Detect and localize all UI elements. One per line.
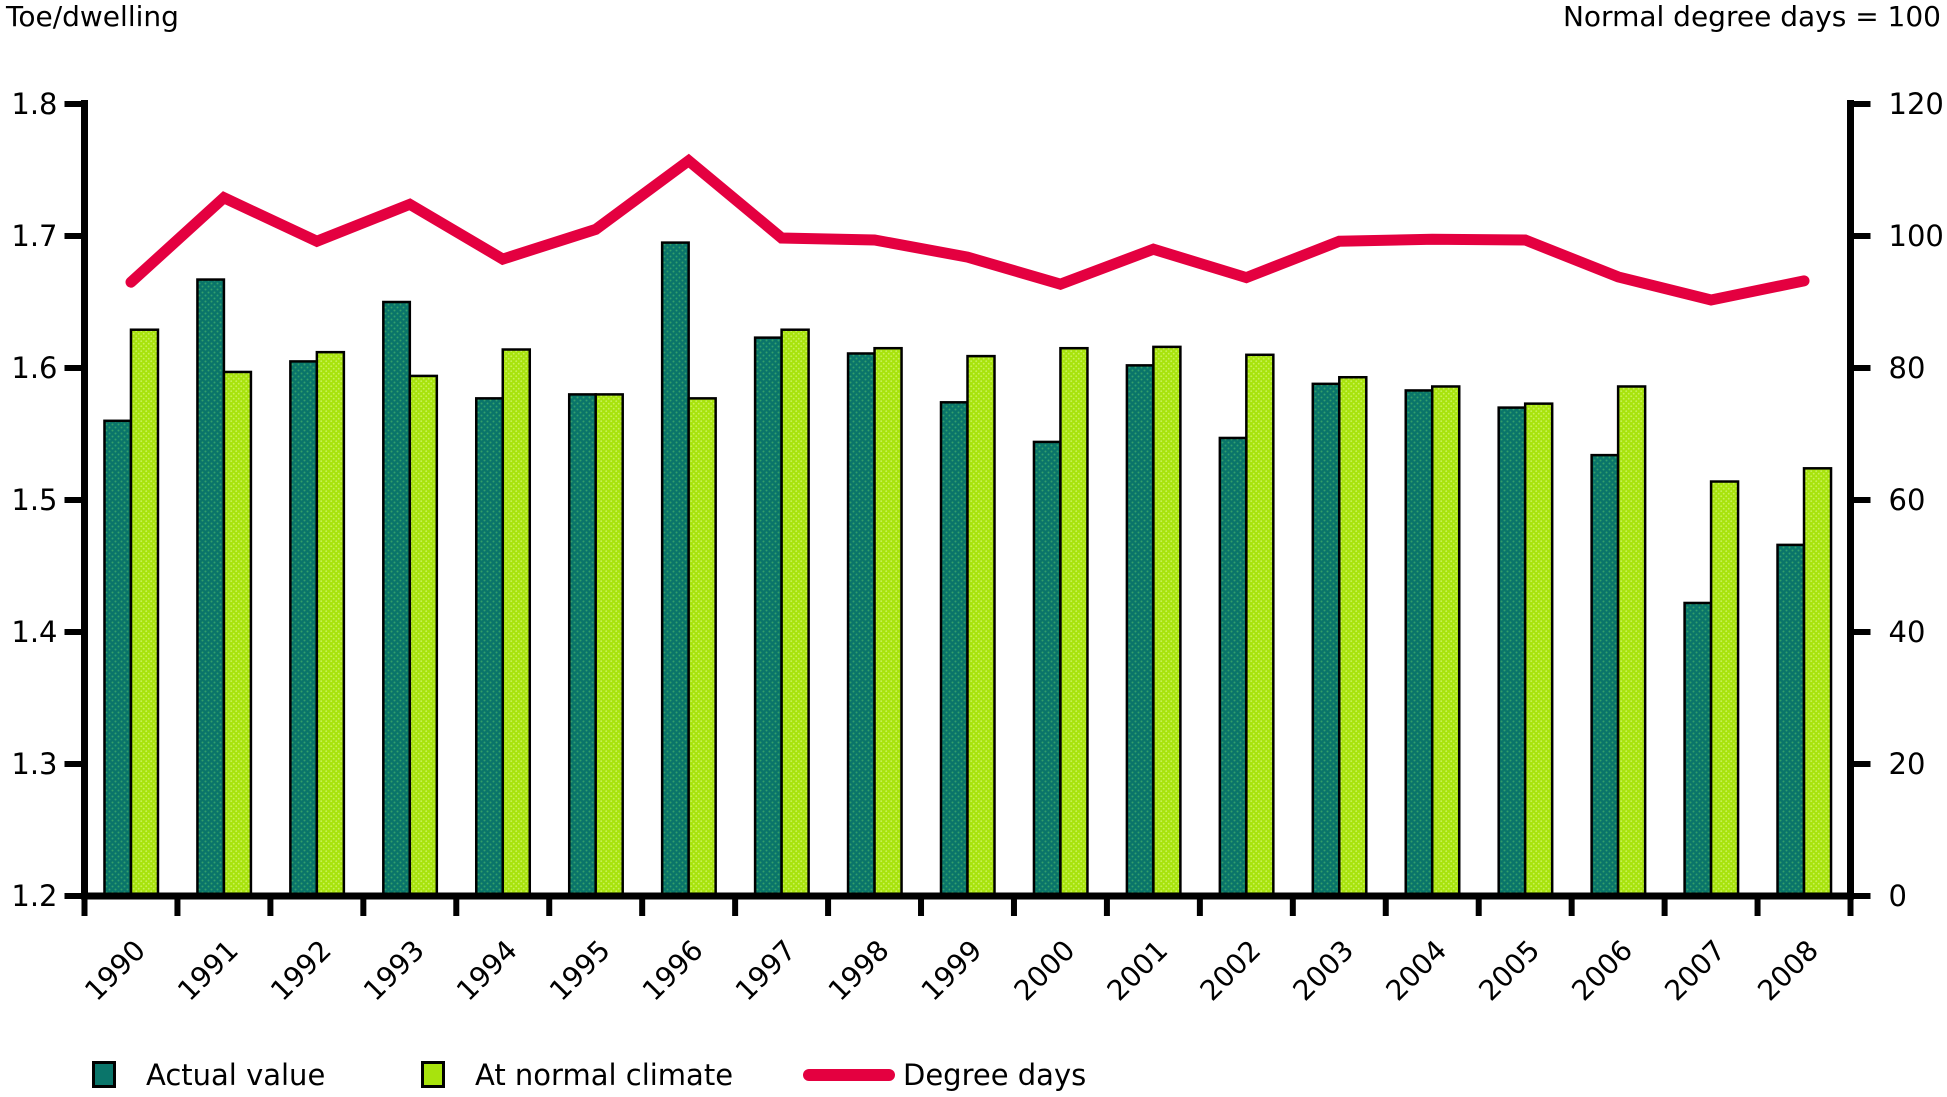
legend-label: Degree days bbox=[903, 1057, 1087, 1092]
bar-actual-2005 bbox=[1497, 406, 1527, 898]
right-axis-title: Normal degree days = 100 bbox=[1562, 0, 1941, 33]
left-axis-tick-label: 1.5 bbox=[11, 483, 57, 517]
degree-days-line bbox=[125, 153, 1810, 306]
legend-label: Actual value bbox=[146, 1057, 326, 1092]
actual-value-swatch-icon bbox=[92, 1061, 116, 1088]
bar-normal-1992 bbox=[315, 350, 346, 898]
bar-normal-2006 bbox=[1616, 385, 1647, 898]
bar-actual-2000 bbox=[1032, 440, 1062, 898]
chart-legend: Actual value At normal climate Degree da… bbox=[0, 1052, 1947, 1097]
bar-actual-1994 bbox=[475, 397, 505, 898]
bar-actual-1999 bbox=[939, 401, 969, 898]
x-axis-tick-label: 2004 bbox=[1379, 934, 1453, 1008]
bar-normal-1991 bbox=[222, 370, 253, 898]
degree-days-line-swatch-icon bbox=[803, 1068, 895, 1081]
bar-normal-1998 bbox=[873, 346, 903, 898]
bar-normal-2005 bbox=[1523, 402, 1554, 898]
x-axis-tick-label: 2008 bbox=[1751, 934, 1825, 1008]
bar-normal-1999 bbox=[966, 354, 996, 898]
bar-normal-2008 bbox=[1802, 467, 1833, 898]
x-axis-tick-label: 1993 bbox=[357, 934, 431, 1008]
x-axis-tick-label: 1997 bbox=[729, 934, 803, 1008]
left-axis-tick-label: 1.3 bbox=[11, 747, 57, 781]
x-axis-tick-label: 1995 bbox=[543, 934, 617, 1008]
bar-normal-1994 bbox=[501, 348, 532, 898]
right-axis-tick-label: 60 bbox=[1889, 483, 1926, 517]
x-axis-tick-label: 1996 bbox=[636, 934, 710, 1008]
right-axis-tick-label: 0 bbox=[1889, 879, 1907, 913]
bar-normal-1996 bbox=[687, 397, 717, 898]
bar-normal-2001 bbox=[1152, 345, 1182, 898]
x-axis-tick-label: 1992 bbox=[264, 934, 338, 1008]
right-axis-tick-label: 120 bbox=[1889, 87, 1944, 121]
x-axis-tick-label: 1990 bbox=[78, 934, 152, 1008]
bar-actual-1991 bbox=[196, 278, 226, 898]
bar-normal-1995 bbox=[594, 393, 624, 898]
left-axis-title: Toe/dwelling bbox=[6, 0, 179, 33]
bar-actual-1998 bbox=[846, 352, 876, 898]
bar-normal-1990 bbox=[129, 328, 160, 898]
bar-actual-1995 bbox=[567, 393, 597, 898]
bar-actual-2001 bbox=[1125, 364, 1155, 898]
legend-item-at-normal-climate: At normal climate bbox=[421, 1052, 733, 1097]
bar-actual-2004 bbox=[1404, 389, 1434, 898]
left-axis-tick-label: 1.2 bbox=[11, 879, 57, 913]
x-axis-tick-label: 1999 bbox=[915, 934, 989, 1008]
bar-actual-2008 bbox=[1776, 543, 1806, 898]
legend-label: At normal climate bbox=[475, 1057, 734, 1092]
x-axis-tick-label: 2002 bbox=[1194, 934, 1268, 1008]
bar-normal-2004 bbox=[1430, 385, 1461, 898]
at-normal-climate-swatch-icon bbox=[421, 1061, 445, 1088]
x-axis-tick-label: 2001 bbox=[1101, 934, 1175, 1008]
bar-actual-1993 bbox=[382, 300, 412, 898]
bar-normal-2003 bbox=[1338, 375, 1368, 898]
left-axis-tick-label: 1.8 bbox=[11, 87, 57, 121]
bar-actual-2002 bbox=[1218, 436, 1248, 898]
right-axis-tick-label: 80 bbox=[1889, 351, 1926, 385]
bar-normal-1997 bbox=[780, 328, 810, 898]
bar-actual-2003 bbox=[1311, 382, 1341, 898]
bar-normal-2007 bbox=[1709, 480, 1740, 898]
legend-item-actual-value: Actual value bbox=[92, 1052, 325, 1097]
bar-actual-1997 bbox=[753, 336, 783, 898]
left-axis-tick-label: 1.4 bbox=[11, 615, 57, 649]
bar-normal-1993 bbox=[408, 374, 439, 898]
bar-normal-2000 bbox=[1059, 346, 1089, 898]
bar-actual-2006 bbox=[1590, 453, 1620, 898]
bar-normal-2002 bbox=[1245, 353, 1275, 898]
x-axis-tick-label: 2007 bbox=[1658, 934, 1732, 1008]
x-axis-tick-label: 2003 bbox=[1287, 934, 1361, 1008]
bar-actual-1992 bbox=[289, 360, 319, 898]
left-axis-tick-label: 1.7 bbox=[11, 219, 57, 253]
x-axis-tick-label: 2005 bbox=[1472, 934, 1546, 1008]
right-axis-tick-label: 40 bbox=[1889, 615, 1926, 649]
left-axis-tick-label: 1.6 bbox=[11, 351, 57, 385]
right-axis-tick-label: 100 bbox=[1889, 219, 1944, 253]
right-axis-tick-label: 20 bbox=[1889, 747, 1926, 781]
legend-item-degree-days: Degree days bbox=[803, 1052, 1086, 1097]
x-axis-tick-label: 1998 bbox=[822, 934, 896, 1008]
x-axis-tick-label: 2006 bbox=[1565, 934, 1639, 1008]
x-axis-tick-label: 1994 bbox=[450, 934, 524, 1008]
bar-actual-1990 bbox=[103, 419, 133, 898]
bar-actual-1996 bbox=[660, 241, 690, 898]
x-axis-tick-label: 1991 bbox=[171, 934, 245, 1008]
dual-axis-bar-line-chart: 1.8 1.7 1.6 1.5 1.4 1.3 1.2 120 100 80 60 40 20 0 1990… bbox=[11, 87, 1944, 1008]
bar-actual-2007 bbox=[1683, 601, 1713, 898]
x-axis-tick-label: 2000 bbox=[1008, 934, 1082, 1008]
